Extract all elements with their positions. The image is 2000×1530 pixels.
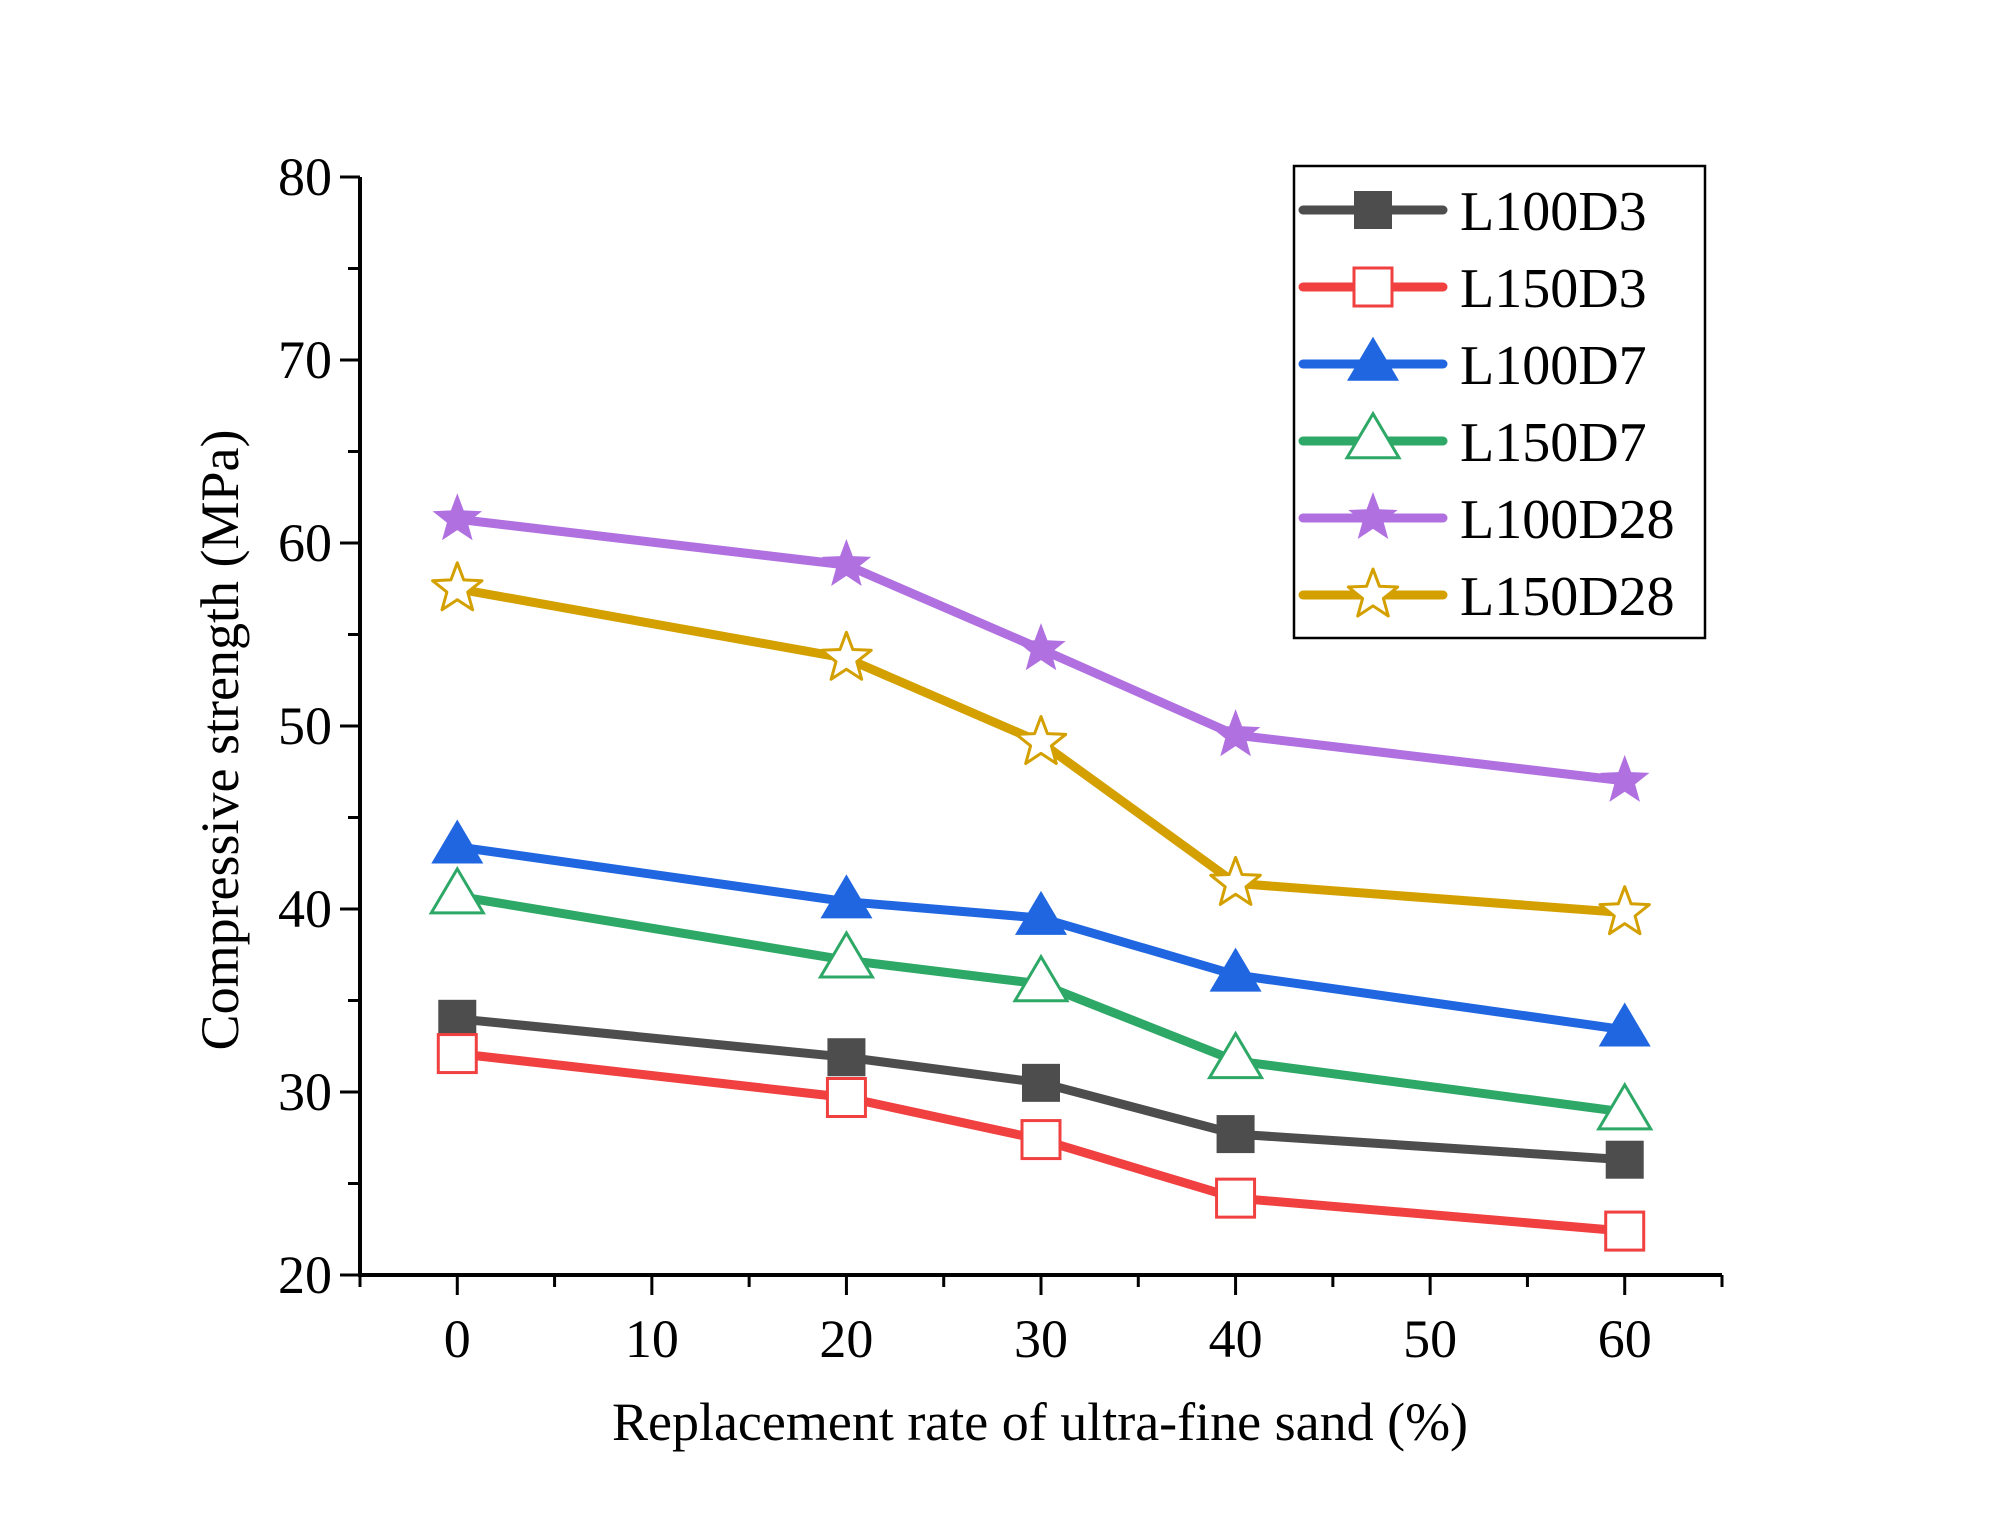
data-point xyxy=(1020,1119,1062,1161)
legend-marker xyxy=(1348,492,1398,539)
legend-item: L150D3 xyxy=(1298,258,1647,320)
data-point xyxy=(1209,947,1262,992)
series-l100d7 xyxy=(431,819,1651,1047)
data-point xyxy=(1605,1140,1644,1179)
data-point xyxy=(438,999,477,1038)
y-tick-label: 20 xyxy=(278,1245,332,1305)
data-point xyxy=(820,630,873,681)
legend-item: L100D3 xyxy=(1298,181,1647,243)
data-point xyxy=(1598,885,1651,936)
legend-item: L100D7 xyxy=(1298,335,1647,397)
data-point xyxy=(1206,1030,1265,1080)
data-point xyxy=(1596,1081,1654,1131)
legend-label: L150D28 xyxy=(1460,566,1675,628)
data-point xyxy=(1015,890,1067,935)
y-tick-label: 40 xyxy=(278,879,332,939)
legend: L100D3 L150D3 L100D7 L150D7 L100D28 L150D28 xyxy=(1292,164,1707,640)
legend-marker xyxy=(1347,336,1399,381)
legend-item: L100D28 xyxy=(1298,489,1675,551)
legend-label: L150D7 xyxy=(1460,412,1647,474)
data-point xyxy=(827,1038,866,1077)
series-line xyxy=(452,842,1630,1035)
data-point xyxy=(436,1033,478,1075)
legend-box xyxy=(1292,164,1707,640)
y-tick-label: 70 xyxy=(278,330,332,390)
legend-marker xyxy=(1354,191,1392,229)
data-point xyxy=(1604,1210,1646,1252)
legend-marker xyxy=(1352,266,1394,308)
data-point xyxy=(817,930,876,979)
x-tick-label: 20 xyxy=(819,1309,873,1369)
data-point xyxy=(1022,1063,1060,1102)
series-l150d3 xyxy=(436,1033,1646,1252)
legend-label: L100D7 xyxy=(1460,335,1647,397)
data-point xyxy=(1012,953,1070,1003)
y-axis-title: Compressive strength (MPa) xyxy=(190,430,250,1051)
x-tick-label: 50 xyxy=(1403,1309,1457,1369)
x-tick-label: 40 xyxy=(1209,1309,1263,1369)
data-point xyxy=(1014,715,1068,765)
series-l100d28 xyxy=(432,493,1650,802)
data-point xyxy=(820,874,873,919)
series-l150d7 xyxy=(428,865,1654,1131)
data-point xyxy=(1210,709,1261,757)
y-tick-label: 60 xyxy=(278,513,332,573)
data-point xyxy=(1209,855,1262,906)
x-tick-label: 60 xyxy=(1598,1309,1652,1369)
legend-label: L100D3 xyxy=(1460,181,1647,243)
axes: 20 30 40 50 60 70 80 0 10 20 30 40 50 60 xyxy=(278,147,1724,1369)
series-layer xyxy=(428,493,1654,1252)
x-tick-label: 10 xyxy=(625,1309,679,1369)
legend-item: L150D7 xyxy=(1298,410,1647,474)
legend-label: L100D28 xyxy=(1460,489,1675,551)
y-tick-label: 50 xyxy=(278,696,332,756)
x-tick-label: 30 xyxy=(1014,1309,1068,1369)
data-point xyxy=(431,561,484,612)
y-tick-label: 30 xyxy=(278,1062,332,1122)
series-l150d28 xyxy=(431,561,1651,936)
data-point xyxy=(821,539,872,586)
x-axis-title: Replacement rate of ultra-fine sand (%) xyxy=(612,1392,1468,1452)
legend-marker xyxy=(1346,567,1400,618)
legend-label: L150D3 xyxy=(1460,258,1647,320)
data-point xyxy=(432,493,482,541)
data-point xyxy=(431,819,484,864)
legend-item: L150D28 xyxy=(1298,566,1675,628)
data-point xyxy=(1216,1115,1255,1154)
data-point xyxy=(428,865,486,915)
data-point xyxy=(825,1076,867,1118)
data-point xyxy=(1598,1002,1651,1047)
legend-marker xyxy=(1344,410,1402,460)
data-point xyxy=(1016,623,1066,671)
x-tick-label: 0 xyxy=(444,1309,471,1369)
data-point xyxy=(1215,1177,1257,1219)
series-l100d3 xyxy=(438,999,1644,1179)
data-point xyxy=(1600,754,1650,802)
y-tick-label: 80 xyxy=(278,147,332,207)
